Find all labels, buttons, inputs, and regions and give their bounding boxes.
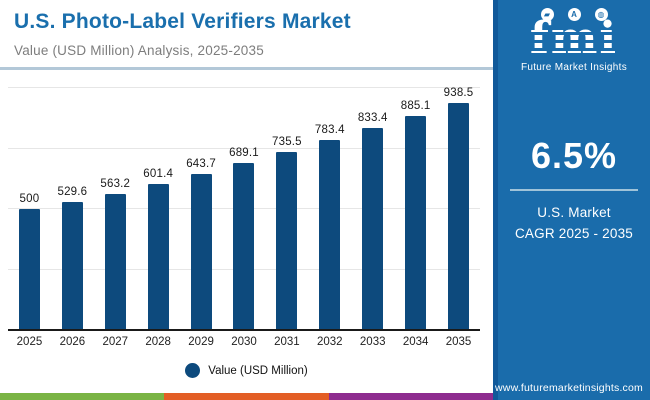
- legend-label: Value (USD Million): [208, 364, 308, 377]
- page-title: U.S. Photo-Label Verifiers Market: [14, 10, 351, 33]
- strip-orange: [164, 393, 329, 400]
- bar-value-label: 563.2: [100, 177, 131, 190]
- x-tick-2026: 2026: [59, 336, 86, 348]
- bar-value-label: 783.4: [314, 124, 345, 137]
- bar-2032: [319, 140, 341, 330]
- bar-group-2026: 529.6: [51, 186, 94, 330]
- bar-2031: [276, 152, 298, 330]
- gridline-750: [8, 147, 480, 149]
- bar-group-2031: 735.5: [265, 136, 308, 330]
- website-link[interactable]: www.futuremarketinsights.com: [495, 382, 643, 394]
- x-axis-labels: 2025 2026 2027 2028 2029 2030 2031 2032 2033 2034…: [8, 336, 480, 348]
- bar-value-label: 643.7: [186, 158, 216, 171]
- bar-group-2025: 500: [8, 193, 51, 330]
- x-axis-line: [8, 329, 480, 331]
- bar-value-label: 885.1: [400, 99, 431, 112]
- x-tick-2028: 2028: [145, 336, 171, 348]
- x-tick-2027: 2027: [102, 336, 129, 348]
- bar-2034: [405, 115, 427, 330]
- logo-stripe: [525, 48, 623, 51]
- gridline-1000: [8, 87, 480, 88]
- cagr-stat: 6.5% U.S. Market CAGR 2025 - 2035: [498, 135, 650, 245]
- bar-value-label: 500: [19, 193, 40, 205]
- logo-stripe: [525, 32, 623, 35]
- bar-2028: [147, 184, 169, 330]
- bar-2029: [190, 174, 212, 330]
- bar-group-2033: 833.4: [351, 112, 394, 330]
- stat-market-label: U.S. Market: [537, 204, 611, 220]
- bar-group-2034: 885.1: [394, 100, 437, 330]
- header-divider: [0, 67, 493, 70]
- x-tick-2033: 2033: [359, 336, 386, 348]
- bar-value-label: 833.4: [357, 112, 388, 125]
- bar-series: 500 529.6 563.2 601.4 643.7 689.1 735.5 783.4 83…: [8, 87, 480, 330]
- bar-2033: [362, 128, 384, 330]
- bar-2035: [448, 102, 470, 330]
- bar-2025: [18, 209, 40, 330]
- footer-color-strip: [0, 393, 493, 400]
- compass-icon: A: [567, 8, 581, 21]
- bar-value-label: 735.5: [272, 136, 302, 149]
- bar-chart: 500 529.6 563.2 601.4 643.7 689.1 735.5 783.4 83…: [8, 87, 480, 331]
- bar-value-label: 938.5: [443, 86, 474, 99]
- stat-divider: [510, 188, 638, 191]
- x-tick-2030: 2030: [231, 336, 257, 348]
- chart-legend: Value (USD Million): [0, 363, 493, 378]
- header: U.S. Photo-Label Verifiers Market Value …: [0, 0, 493, 58]
- bar-value-label: 601.4: [143, 168, 174, 181]
- bar-group-2028: 601.4: [137, 168, 180, 330]
- bar-group-2030: 689.1: [223, 147, 266, 330]
- brand-sidebar: ▰ A ◍ fmi Future Market Insights 6.5% U.…: [493, 0, 650, 400]
- x-tick-2031: 2031: [274, 336, 300, 348]
- bar-group-2032: 783.4: [308, 124, 351, 330]
- logo-text-wrap: fmi: [525, 13, 623, 64]
- bar-value-label: 689.1: [229, 147, 259, 160]
- cagr-value: 6.5%: [530, 134, 618, 176]
- x-tick-2035: 2035: [445, 336, 472, 348]
- logo-tagline: Future Market Insights: [520, 61, 628, 73]
- bar-2027: [104, 193, 126, 330]
- us-map-icon: ▰: [540, 8, 554, 21]
- x-tick-2034: 2034: [402, 336, 429, 348]
- logo-icons: ▰ A ◍: [498, 8, 650, 22]
- x-tick-2032: 2032: [317, 336, 343, 348]
- logo-stripe: [525, 40, 623, 43]
- bar-value-label: 529.6: [57, 185, 88, 198]
- bar-group-2027: 563.2: [94, 178, 137, 330]
- bar-2030: [233, 163, 255, 330]
- x-tick-2025: 2025: [16, 336, 43, 348]
- globe-icon: ◍: [594, 8, 608, 21]
- page-subtitle: Value (USD Million) Analysis, 2025-2035: [14, 43, 264, 58]
- x-tick-2029: 2029: [188, 336, 214, 348]
- bar-group-2035: 938.5: [437, 87, 480, 330]
- bar-2026: [61, 201, 83, 330]
- logo-text: fmi: [529, 13, 619, 64]
- stat-cagr-range: CAGR 2025 - 2035: [514, 225, 634, 241]
- bar-group-2029: 643.7: [180, 158, 223, 330]
- strip-green: [0, 393, 165, 400]
- strip-purple: [328, 393, 493, 400]
- fmi-logo: ▰ A ◍ fmi Future Market Insights: [498, 8, 650, 73]
- chart-panel: U.S. Photo-Label Verifiers Market Value …: [0, 0, 493, 400]
- legend-dot-icon: [185, 363, 201, 378]
